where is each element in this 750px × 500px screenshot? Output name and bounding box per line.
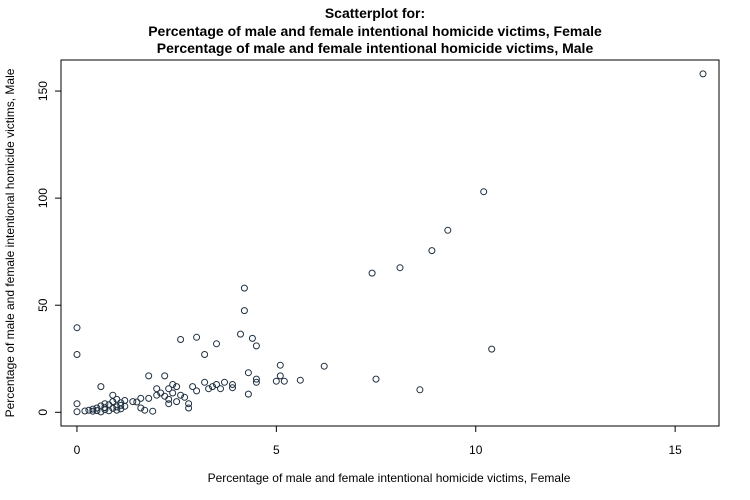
data-point xyxy=(193,387,201,395)
data-point xyxy=(97,383,105,391)
data-point xyxy=(113,403,121,411)
data-point xyxy=(444,226,452,234)
data-point xyxy=(428,247,436,255)
data-point xyxy=(252,378,260,386)
data-point xyxy=(217,385,224,393)
data-point xyxy=(276,372,284,380)
data-point xyxy=(121,402,129,410)
data-point xyxy=(237,330,244,338)
data-point xyxy=(177,336,185,343)
data-point xyxy=(189,383,197,391)
y-tick-label: 100 xyxy=(36,188,50,208)
data-point xyxy=(169,381,177,388)
data-point xyxy=(181,393,189,401)
y-tick-label: 150 xyxy=(36,81,50,101)
data-point xyxy=(169,389,177,397)
data-point xyxy=(252,342,260,350)
data-point xyxy=(137,394,145,402)
data-point xyxy=(173,383,181,391)
x-tick-label: 15 xyxy=(668,443,682,457)
data-point xyxy=(272,377,280,385)
data-point xyxy=(165,400,173,408)
data-point xyxy=(129,398,137,406)
data-point xyxy=(97,408,105,416)
data-point xyxy=(201,351,209,358)
data-point xyxy=(165,395,173,403)
data-point xyxy=(89,405,97,413)
data-point xyxy=(93,407,101,415)
y-axis-label: Percentage of male and female intentiona… xyxy=(3,68,17,417)
y-tick-label: 0 xyxy=(36,409,50,416)
data-point xyxy=(133,398,141,406)
data-point xyxy=(193,333,201,341)
x-axis-label: Percentage of male and female intentiona… xyxy=(208,471,571,485)
data-point xyxy=(488,345,496,353)
data-point xyxy=(320,362,328,370)
chart-title-line-3: Percentage of male and female intentiona… xyxy=(157,40,594,56)
data-point xyxy=(185,400,193,408)
data-point xyxy=(81,407,89,415)
x-axis: 0 5 10 15 xyxy=(74,426,682,457)
data-point xyxy=(280,377,288,385)
data-point xyxy=(73,324,81,332)
plot-frame xyxy=(60,59,720,427)
data-point xyxy=(244,390,252,398)
data-point xyxy=(101,400,109,408)
data-point xyxy=(296,376,304,384)
data-point xyxy=(173,398,181,406)
data-point xyxy=(113,406,121,414)
data-point xyxy=(85,406,93,414)
data-point xyxy=(240,284,248,292)
data-point xyxy=(141,406,149,414)
x-tick-label: 0 xyxy=(74,443,81,457)
data-point xyxy=(145,394,153,402)
data-point xyxy=(244,369,252,377)
data-point xyxy=(252,375,260,383)
data-point xyxy=(248,334,256,342)
data-point xyxy=(153,385,161,393)
data-point xyxy=(177,391,185,399)
data-point xyxy=(372,375,380,383)
data-points xyxy=(73,70,707,416)
chart-title-line-2: Percentage of male and female intentiona… xyxy=(148,23,602,39)
data-point xyxy=(213,340,220,348)
data-point xyxy=(205,385,213,393)
data-point xyxy=(165,385,173,393)
data-point xyxy=(480,188,488,196)
x-tick-label: 10 xyxy=(469,443,483,457)
data-point xyxy=(276,361,284,369)
data-point xyxy=(213,381,220,388)
y-tick-label: 50 xyxy=(36,298,50,312)
data-point xyxy=(185,404,193,412)
data-point xyxy=(209,383,216,391)
data-point xyxy=(117,401,125,409)
data-point xyxy=(149,407,157,415)
data-point xyxy=(109,404,117,412)
data-point xyxy=(73,400,81,408)
data-point xyxy=(73,351,81,358)
data-point xyxy=(240,307,248,315)
data-point xyxy=(699,70,707,78)
data-point xyxy=(145,372,153,380)
data-point xyxy=(201,378,209,386)
data-point xyxy=(221,378,228,386)
data-point xyxy=(137,404,145,412)
chart-title-line-1: Scatterplot for: xyxy=(325,5,425,21)
x-tick-label: 5 xyxy=(273,443,280,457)
data-point xyxy=(229,384,236,392)
data-point xyxy=(161,392,169,400)
data-point xyxy=(109,391,117,399)
data-point xyxy=(161,372,169,380)
data-point xyxy=(396,264,404,272)
y-axis: 0 50 100 150 xyxy=(36,81,61,416)
data-point xyxy=(93,404,101,412)
data-point xyxy=(416,386,424,394)
data-point xyxy=(229,381,236,388)
data-point xyxy=(73,408,81,416)
data-point xyxy=(368,269,376,277)
